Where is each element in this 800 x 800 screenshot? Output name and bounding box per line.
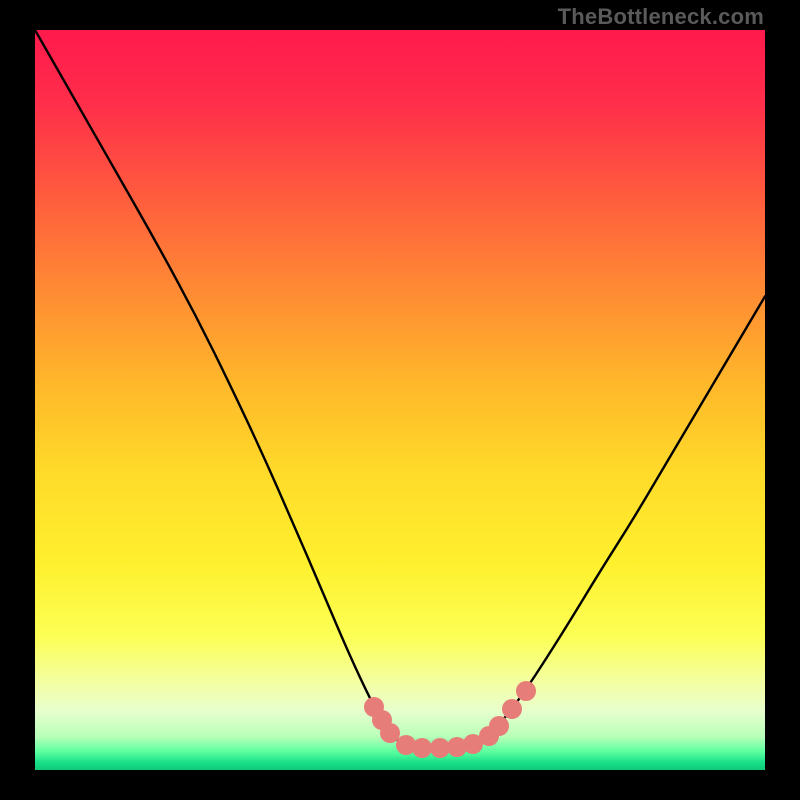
chart-stage: TheBottleneck.com <box>0 0 800 800</box>
gradient-background <box>35 30 765 770</box>
watermark-text: TheBottleneck.com <box>558 4 764 30</box>
plot-area <box>35 30 765 770</box>
